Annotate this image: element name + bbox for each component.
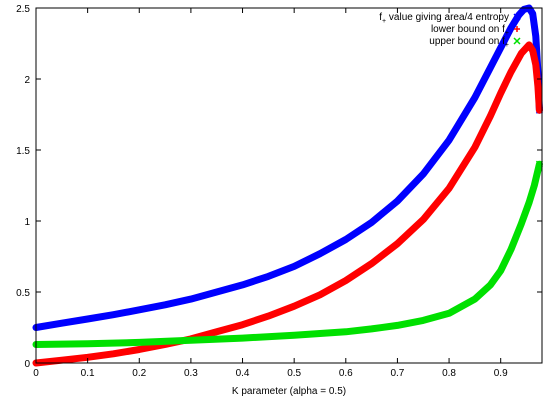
series-line (32, 41, 543, 367)
legend-label: f+ value giving area/4 entropy (379, 12, 509, 25)
legend-entry-3: upper bound on f+ (429, 36, 521, 49)
series-line (32, 160, 543, 348)
x-tick-label: 0.2 (132, 368, 146, 379)
x-tick-label: 0.4 (236, 368, 250, 379)
series-end-marker (535, 160, 543, 168)
legend-marker (513, 37, 521, 45)
y-tick-label: 1 (24, 217, 30, 228)
y-tick-label: 2 (24, 75, 30, 86)
x-tick-label: 0.8 (442, 368, 456, 379)
legend-entry-2: lower bound on f+ (431, 24, 520, 37)
x-tick-label: 0.3 (184, 368, 198, 379)
legend-marker (514, 26, 520, 32)
x-tick-label: 0 (33, 368, 39, 379)
x-tick-label: 0.6 (339, 368, 353, 379)
series-line (32, 4, 543, 331)
y-tick-label: 0.5 (16, 288, 30, 299)
series-2 (32, 41, 543, 367)
legend-label: lower bound on f+ (431, 24, 509, 37)
ticks-layer: 0 0.1 0.2 0.3 0.4 0.5 0.6 0.7 0.8 0.9 0 0.5 1 1.5 2 2.5 (16, 4, 542, 379)
x-tick-label: 0.9 (494, 368, 508, 379)
y-tick-label: 2.5 (16, 4, 30, 15)
y-tick-label: 0 (24, 359, 30, 370)
legend-marker (513, 13, 521, 21)
x-tick-label: 0.7 (390, 368, 404, 379)
x-axis-label: K parameter (alpha = 0.5) (232, 386, 346, 397)
series-3 (32, 160, 543, 348)
legend-label: upper bound on f+ (429, 36, 509, 49)
plot-frame (35, 7, 543, 364)
legend-entry-1: f+ value giving area/4 entropy (379, 12, 521, 25)
series-end-marker (536, 107, 543, 114)
x-tick-label: 0.1 (81, 368, 95, 379)
series-layer (32, 4, 543, 367)
x-tick-label: 0.5 (287, 368, 301, 379)
y-tick-label: 1.5 (16, 146, 30, 157)
